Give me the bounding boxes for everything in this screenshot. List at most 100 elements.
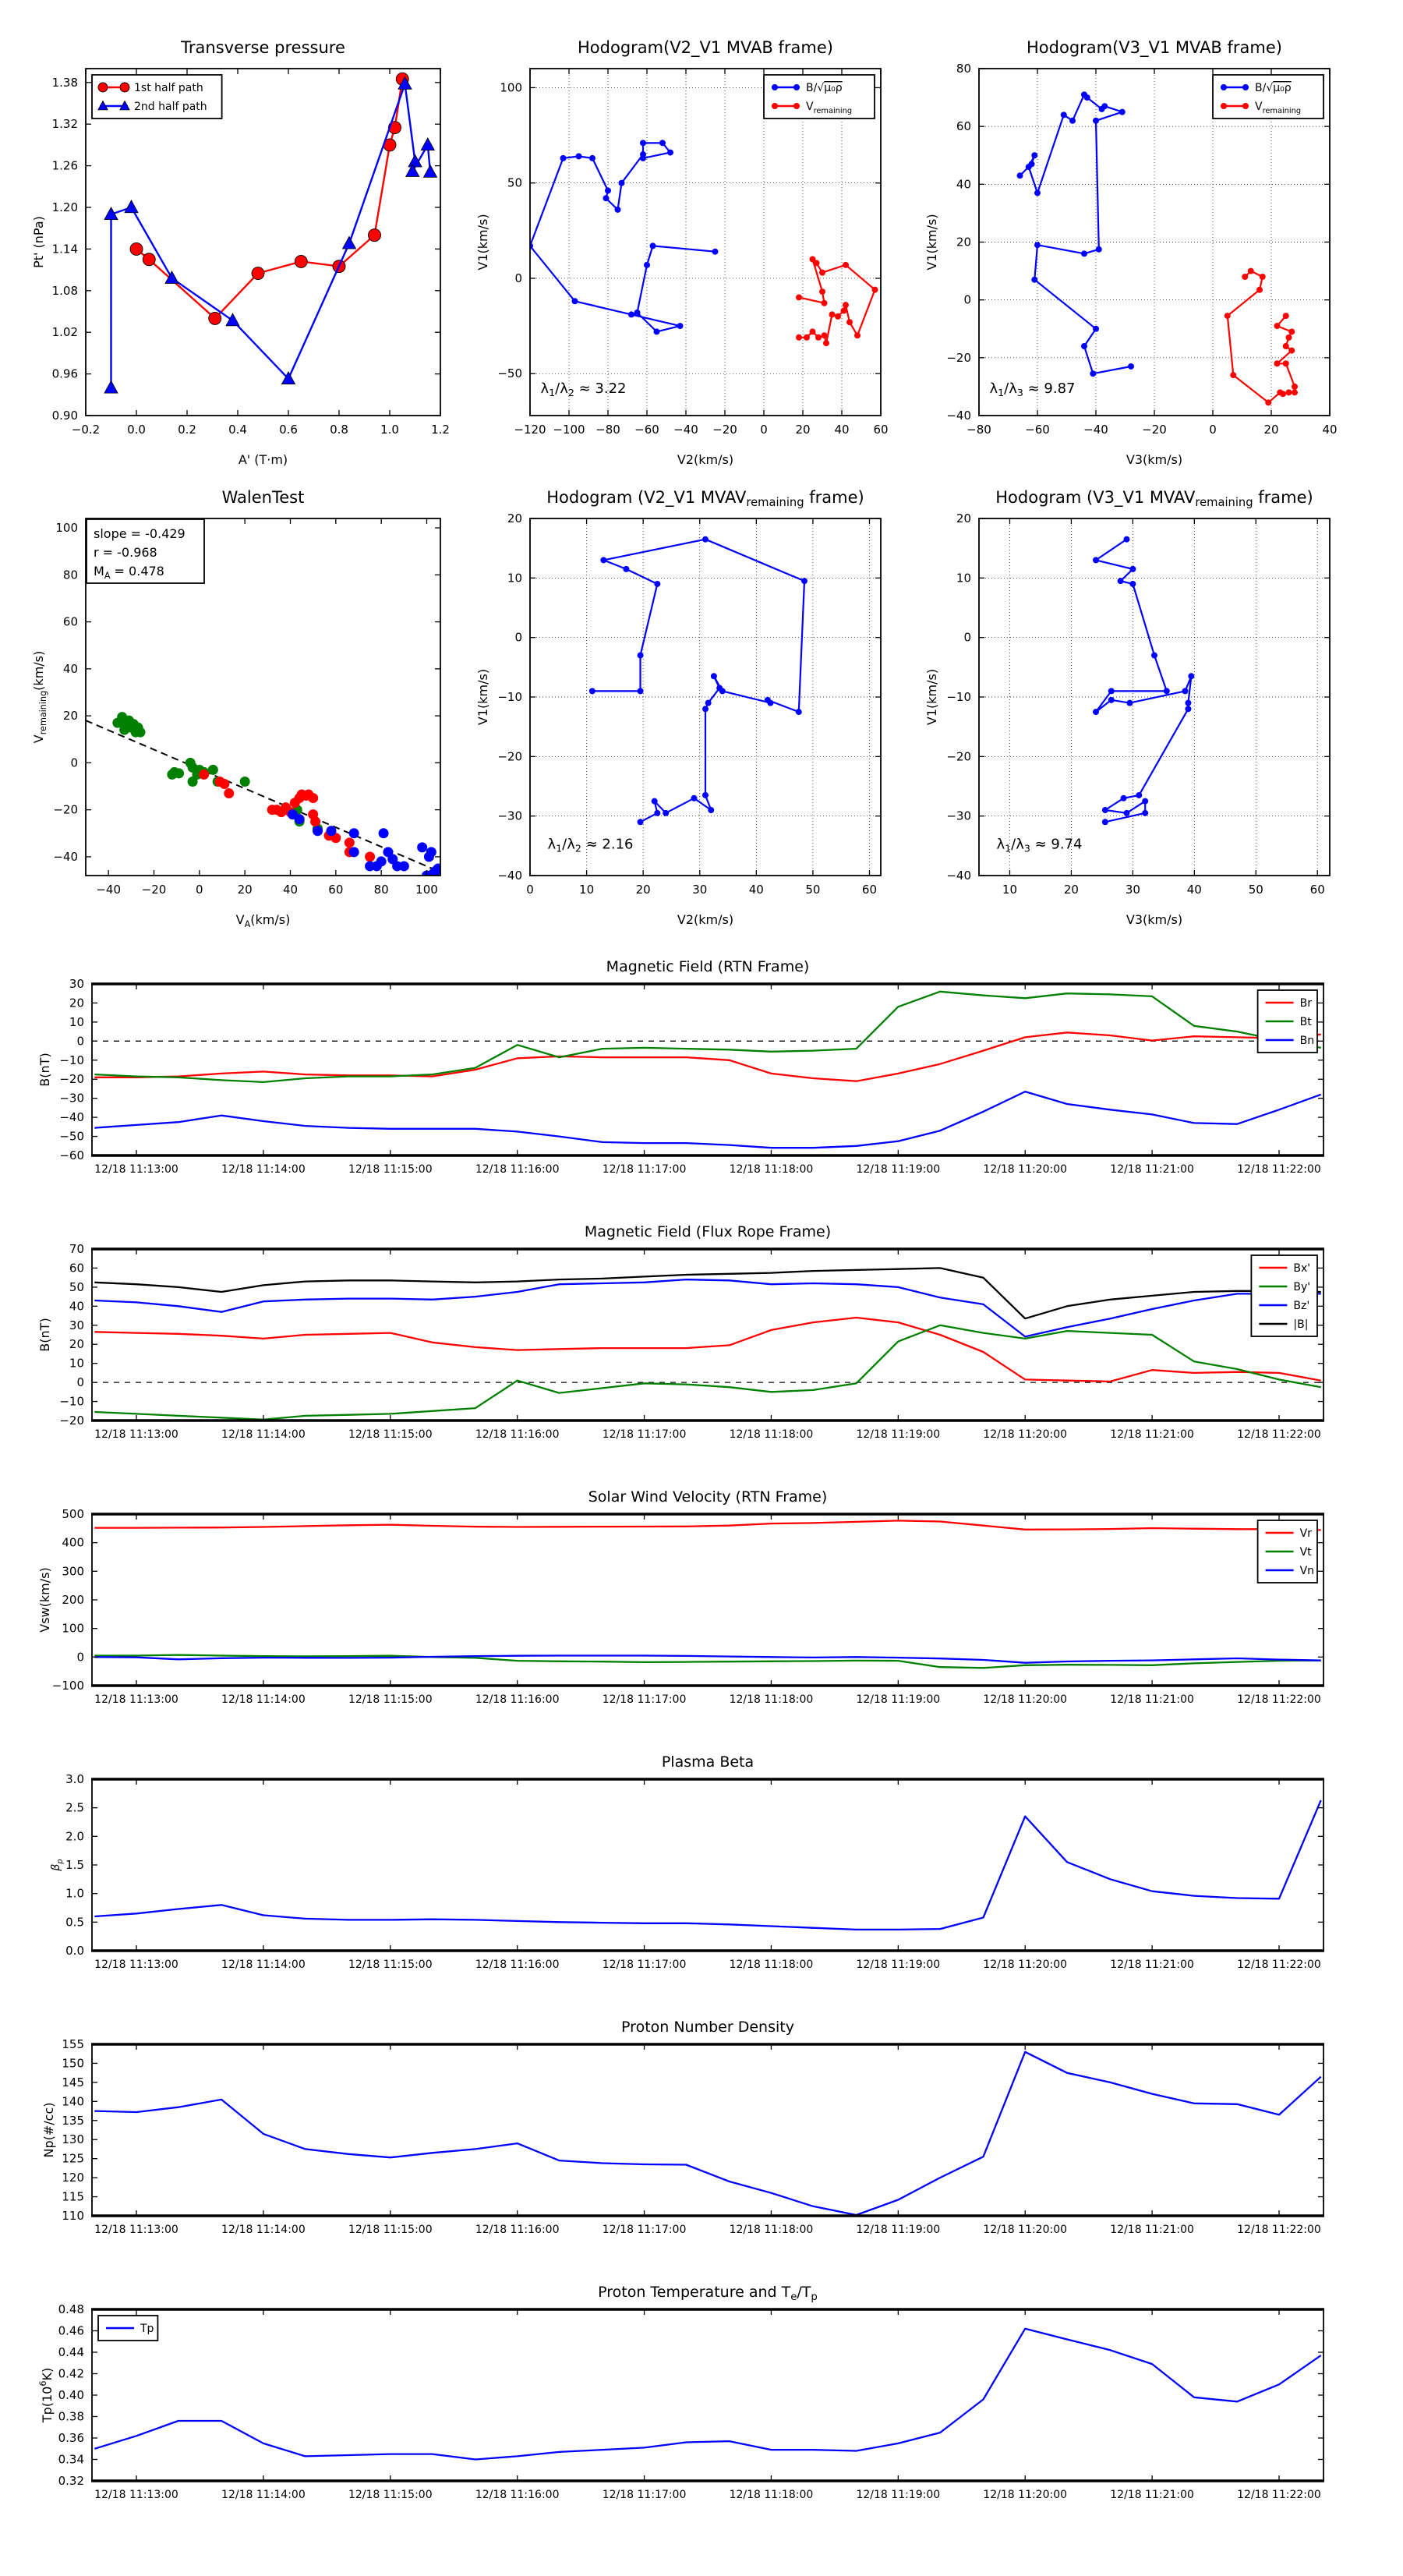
svg-text:12/18 11:17:00: 12/18 11:17:00 [603,1959,687,1971]
svg-text:40: 40 [956,177,971,191]
series-group-proton-temperature [94,2327,1322,2461]
svg-text:145: 145 [62,2075,84,2089]
svg-text:Vr: Vr [1300,1527,1313,1540]
svg-text:12/18 11:14:00: 12/18 11:14:00 [221,1428,306,1441]
series-group-walen-test [85,712,441,876]
svg-text:Bx': Bx' [1293,1262,1310,1275]
svg-text:2.0: 2.0 [65,1829,84,1843]
svg-text:100: 100 [415,883,438,897]
svg-text:1.0: 1.0 [65,1887,84,1901]
svg-text:3.0: 3.0 [65,1772,84,1786]
svg-text:12/18 11:15:00: 12/18 11:15:00 [348,2489,433,2501]
panel-solar-wind-velocity-rtn: 12/18 11:13:00 12/18 11:14:00 12/18 11:15:… [37,1488,1324,1706]
svg-text:V1(km/s): V1(km/s) [924,214,939,270]
svg-text:20: 20 [636,883,651,897]
svg-text:40: 40 [283,883,298,897]
svg-text:0.34: 0.34 [58,2453,84,2467]
svg-text:B(nT): B(nT) [37,1318,52,1351]
svg-text:−10: −10 [946,690,971,704]
svg-text:12/18 11:15:00: 12/18 11:15:00 [348,1428,433,1441]
svg-text:−50: −50 [497,366,522,380]
series-group-plasma-beta [94,1799,1322,1931]
svg-text:Tp: Tp [140,2323,154,2335]
svg-text:2nd half path: 2nd half path [134,101,207,113]
svg-text:10: 10 [579,883,594,897]
svg-text:−20: −20 [53,803,78,817]
svg-text:0.48: 0.48 [58,2302,84,2316]
svg-text:0.36: 0.36 [58,2431,84,2445]
svg-text:−40: −40 [946,869,971,883]
svg-text:Tp(106K): Tp(106K) [38,2368,55,2423]
svg-text:−20: −20 [1142,423,1167,437]
svg-text:12/18 11:17:00: 12/18 11:17:00 [603,2224,687,2236]
svg-text:12/18 11:14:00: 12/18 11:14:00 [221,2489,306,2501]
svg-text:1.14: 1.14 [52,242,78,256]
svg-text:20: 20 [1064,883,1079,897]
svg-text:60: 60 [873,423,888,437]
svg-text:80: 80 [63,568,78,582]
svg-text:12/18 11:19:00: 12/18 11:19:00 [856,2489,940,2501]
svg-text:20: 20 [69,996,84,1010]
svg-text:V1(km/s): V1(km/s) [475,214,490,270]
panel-proton-number-density: 12/18 11:13:00 12/18 11:14:00 12/18 11:15:… [41,2019,1324,2236]
svg-text:60: 60 [862,883,877,897]
svg-text:12/18 11:16:00: 12/18 11:16:00 [475,2489,560,2501]
svg-text:−10: −10 [59,1395,84,1409]
svg-text:40: 40 [1187,883,1202,897]
svg-text:By': By' [1293,1281,1310,1293]
svg-text:−40: −40 [673,423,698,437]
svg-text:12/18 11:22:00: 12/18 11:22:00 [1237,1163,1321,1176]
svg-text:−40: −40 [96,883,121,897]
svg-text:10: 10 [69,1015,84,1029]
svg-text:−100: −100 [553,423,585,437]
svg-text:50: 50 [69,1280,84,1294]
svg-text:−40: −40 [53,850,78,864]
svg-text:1.5: 1.5 [65,1858,84,1872]
svg-text:V1(km/s): V1(km/s) [475,669,490,725]
svg-text:110: 110 [62,2209,84,2223]
svg-text:−20: −20 [712,423,737,437]
svg-text:−0.2: −0.2 [72,423,100,437]
svg-text:12/18 11:17:00: 12/18 11:17:00 [603,2489,687,2501]
svg-text:12/18 11:20:00: 12/18 11:20:00 [983,1693,1067,1706]
svg-text:12/18 11:18:00: 12/18 11:18:00 [730,2224,814,2236]
svg-text:0.42: 0.42 [58,2367,84,2381]
svg-text:Hodogram(V2_V1 MVAB frame): Hodogram(V2_V1 MVAB frame) [578,38,833,58]
svg-text:12/18 11:18:00: 12/18 11:18:00 [730,1693,814,1706]
svg-text:−40: −40 [946,409,971,423]
svg-text:30: 30 [692,883,707,897]
svg-text:−60: −60 [634,423,659,437]
svg-text:12/18 11:13:00: 12/18 11:13:00 [94,2224,178,2236]
svg-text:Vt: Vt [1300,1546,1313,1559]
svg-text:20: 20 [1263,423,1278,437]
svg-text:Magnetic Field (RTN Frame): Magnetic Field (RTN Frame) [606,958,810,975]
svg-text:12/18 11:19:00: 12/18 11:19:00 [856,2224,940,2236]
legend-solar-wind-velocity-rtn: Vr Vt Vn [1256,1520,1318,1583]
svg-text:0: 0 [760,423,768,437]
svg-text:−30: −30 [59,1092,84,1106]
svg-text:Magnetic Field (Flux Rope Fram: Magnetic Field (Flux Rope Frame) [585,1223,831,1240]
svg-text:12/18 11:14:00: 12/18 11:14:00 [221,2224,306,2236]
svg-text:10: 10 [507,571,522,585]
svg-text:120: 120 [62,2171,84,2185]
svg-text:λ1/λ3 ≈ 9.87: λ1/λ3 ≈ 9.87 [990,380,1076,398]
panel-hodogram-v2v1-mvav: 0 10 20 30 40 50 60 −40 −30 −20 −10 0 10 20 Hodogram (… [475,488,882,927]
svg-text:20: 20 [69,1337,84,1351]
svg-text:12/18 11:19:00: 12/18 11:19:00 [856,1959,940,1971]
svg-text:80: 80 [374,883,389,897]
svg-text:0: 0 [76,1650,84,1664]
svg-text:12/18 11:22:00: 12/18 11:22:00 [1237,1959,1321,1971]
svg-text:12/18 11:14:00: 12/18 11:14:00 [221,1693,306,1706]
svg-text:Vremaining(km/s): Vremaining(km/s) [31,651,48,744]
svg-text:12/18 11:17:00: 12/18 11:17:00 [603,1163,687,1176]
svg-text:0: 0 [196,883,203,897]
svg-text:12/18 11:21:00: 12/18 11:21:00 [1110,2224,1194,2236]
svg-text:20: 20 [956,235,971,249]
svg-text:70: 70 [69,1242,84,1256]
svg-text:80: 80 [956,62,971,76]
svg-text:12/18 11:16:00: 12/18 11:16:00 [475,1959,560,1971]
svg-text:Hodogram(V3_V1 MVAB frame): Hodogram(V3_V1 MVAB frame) [1027,38,1282,58]
panel-hodogram-v3v1-mvav: 10 20 30 40 50 60 −40 −30 −20 −10 0 10 20 Hodogram (V… [924,488,1331,927]
svg-text:1.02: 1.02 [52,325,78,339]
